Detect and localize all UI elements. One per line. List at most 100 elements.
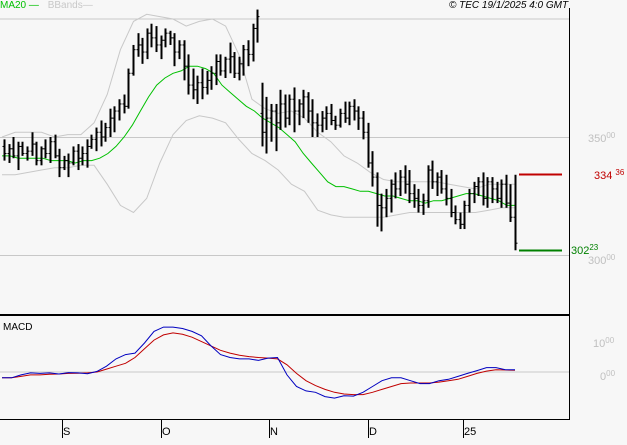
ohlc-bar <box>260 82 265 147</box>
ohlc-bar <box>34 141 39 166</box>
ohlc-bar <box>209 66 214 90</box>
label-int: 10 <box>593 338 606 350</box>
ohlc-bar <box>103 122 108 142</box>
ohlc-bar <box>407 170 412 204</box>
ohlc-bar <box>426 165 431 208</box>
ohlc-bar <box>112 106 117 133</box>
ohlc-bar <box>292 87 297 133</box>
ohlc-bar <box>228 42 233 74</box>
ohlc-bar <box>108 108 113 137</box>
ohlc-bar <box>168 30 173 45</box>
label-dec: 00 <box>605 336 615 345</box>
ohlc-bar <box>324 106 329 130</box>
ohlc-bar <box>159 35 164 60</box>
ohlc-bar <box>89 134 94 149</box>
ohlc-bar <box>136 33 141 57</box>
ohlc-bar <box>306 92 311 123</box>
ohlc-bar <box>444 174 449 206</box>
ohlc-bar <box>508 184 513 222</box>
ohlc-bar <box>30 132 35 156</box>
ohlc-bar <box>57 148 62 178</box>
ohlc-bar <box>278 89 283 130</box>
x-tick-label: D <box>369 426 377 438</box>
macd-lines <box>2 326 516 399</box>
ohlc-bar <box>255 9 260 43</box>
legend-ma20: MA20 — <box>0 0 39 11</box>
ohlc-bar <box>416 188 421 213</box>
ohlc-bar <box>145 28 150 60</box>
ohlc-bar <box>154 26 159 53</box>
ohlc-bar <box>246 40 251 67</box>
label-dec: 00 <box>606 253 616 262</box>
ohlc-bar <box>62 155 67 171</box>
ohlc-bar <box>264 96 269 154</box>
ohlc-bar <box>343 101 348 123</box>
ohlc-bar <box>186 54 191 95</box>
label-int: 334 <box>594 170 613 182</box>
ohlc-bar <box>356 106 361 130</box>
label-dec: 36 <box>615 168 625 177</box>
ohlc-bar <box>80 146 85 166</box>
ohlc-bar <box>389 179 394 213</box>
label-dec: 00 <box>606 369 616 378</box>
ohlc-bar <box>48 137 53 163</box>
ohlc-bar <box>462 200 467 230</box>
ohlc-bar <box>283 94 288 128</box>
ohlc-bar <box>122 94 127 114</box>
macd-title: MACD <box>3 322 33 333</box>
ohlc-bar <box>117 99 122 121</box>
ohlc-bar <box>25 146 30 161</box>
x-tick-label: S <box>63 426 71 438</box>
ohlc-bar <box>131 44 136 76</box>
ohlc-bar <box>513 174 518 251</box>
label-dec: 23 <box>589 243 599 252</box>
ohlc-bar <box>315 113 320 137</box>
ohlc-bar <box>287 94 292 126</box>
ohlc-bar <box>43 139 48 159</box>
price-markers <box>519 173 562 252</box>
ohlc-bar <box>352 99 357 121</box>
ohlc-bar <box>149 23 154 48</box>
ohlc-bar <box>39 146 44 166</box>
ohlc-bar <box>338 108 343 128</box>
ohlc-bar <box>205 70 210 95</box>
price-gridlines <box>0 137 569 256</box>
ohlc-bar <box>490 177 495 204</box>
ohlc-bars <box>2 9 518 251</box>
label-int: 350 <box>588 133 607 145</box>
macd-axis-label-0: 000 <box>600 369 615 383</box>
ohlc-bar <box>163 28 168 48</box>
ohlc-bar <box>435 172 440 196</box>
ohlc-bar <box>7 144 12 163</box>
ohlc-bar <box>370 151 375 187</box>
x-tick-label: O <box>162 426 171 438</box>
ohlc-bar <box>485 177 490 208</box>
ohlc-bar <box>214 54 219 86</box>
price-high-label: 334 36 <box>594 168 624 182</box>
ohlc-bar <box>495 181 500 204</box>
ohlc-bar <box>467 188 472 213</box>
ohlc-bar <box>310 99 315 137</box>
ohlc-bar <box>458 212 463 230</box>
ohlc-bar <box>412 184 417 208</box>
ohlc-bar <box>274 103 279 152</box>
ohlc-bar <box>421 193 426 215</box>
ohlc-bar <box>126 68 131 109</box>
ohlc-bar <box>71 146 76 166</box>
ohlc-bar <box>85 139 90 168</box>
ohlc-bar <box>218 54 223 76</box>
x-axis-ticks <box>62 420 464 438</box>
ohlc-bar <box>379 193 384 232</box>
price-axis-label-300: 30000 <box>588 253 615 267</box>
ohlc-bar <box>76 144 81 171</box>
ohlc-bar <box>232 52 237 78</box>
price-axis-label-350: 35000 <box>588 131 615 145</box>
macd-signal-line <box>2 332 516 396</box>
ohlc-bar <box>481 172 486 206</box>
ohlc-bar <box>223 56 228 78</box>
legend-bbands-label: BBands <box>47 0 83 11</box>
ohlc-bar <box>237 56 242 81</box>
label-int: 302 <box>571 245 590 257</box>
label-int: 0 <box>600 371 607 383</box>
legend-bbands: BBands— <box>47 0 93 11</box>
